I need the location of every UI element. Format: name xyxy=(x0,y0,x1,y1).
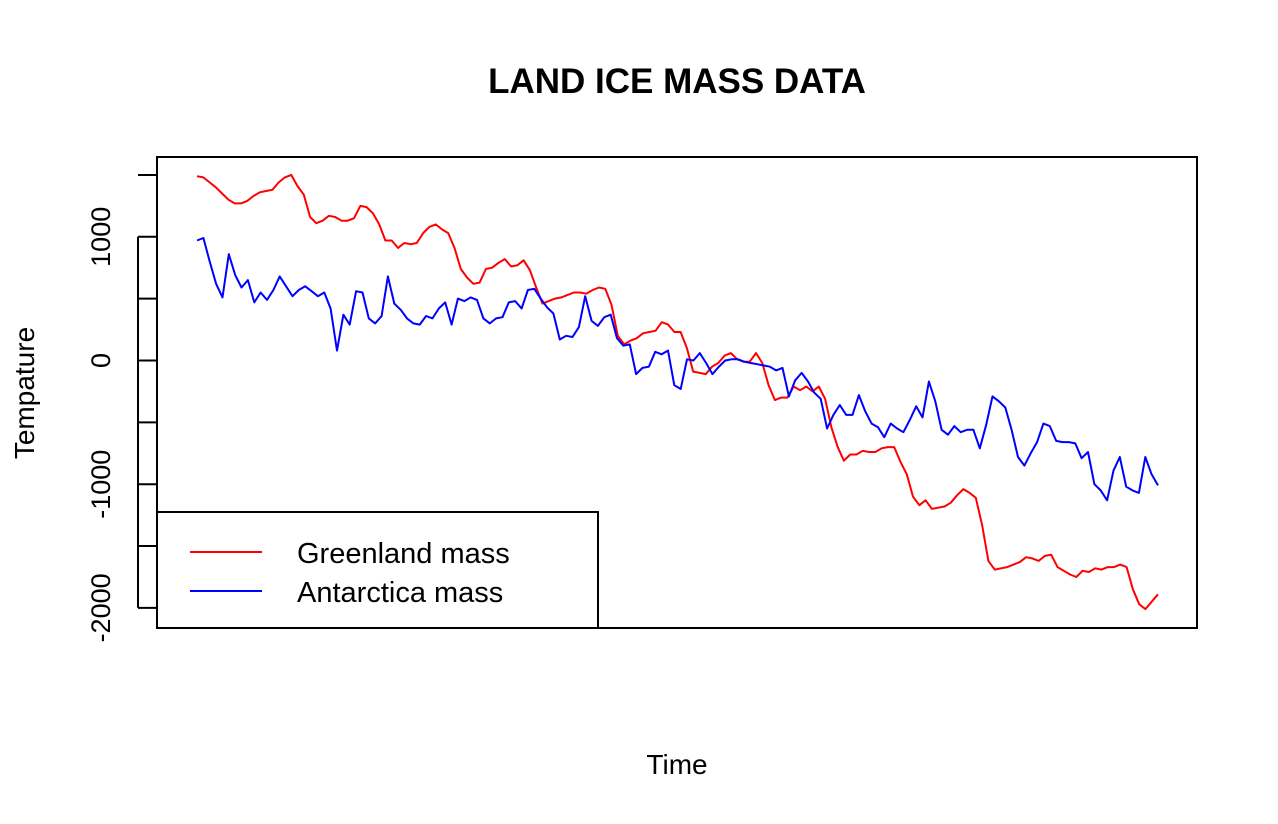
legend: Greenland mass Antarctica mass xyxy=(156,511,599,629)
chart-title: LAND ICE MASS DATA xyxy=(488,62,866,101)
legend-label-antarctica: Antarctica mass xyxy=(297,577,503,609)
y-tick-label: 0 xyxy=(86,353,116,368)
series-line-greenland xyxy=(196,173,1159,611)
series-line-antarctica xyxy=(196,237,1159,502)
y-tick-label: -2000 xyxy=(86,573,116,642)
series-layer xyxy=(196,173,1159,611)
y-axis-label: Tempature xyxy=(9,327,40,459)
plot-box xyxy=(156,156,1198,629)
legend-label-greenland: Greenland mass xyxy=(297,538,510,570)
y-tick-label: -1000 xyxy=(86,450,116,519)
y-tick-label: 1000 xyxy=(86,207,116,267)
legend-box xyxy=(156,511,599,629)
y-axis: -2000 -1000 0 1000 xyxy=(86,173,157,642)
x-axis-label: Time xyxy=(646,749,707,780)
